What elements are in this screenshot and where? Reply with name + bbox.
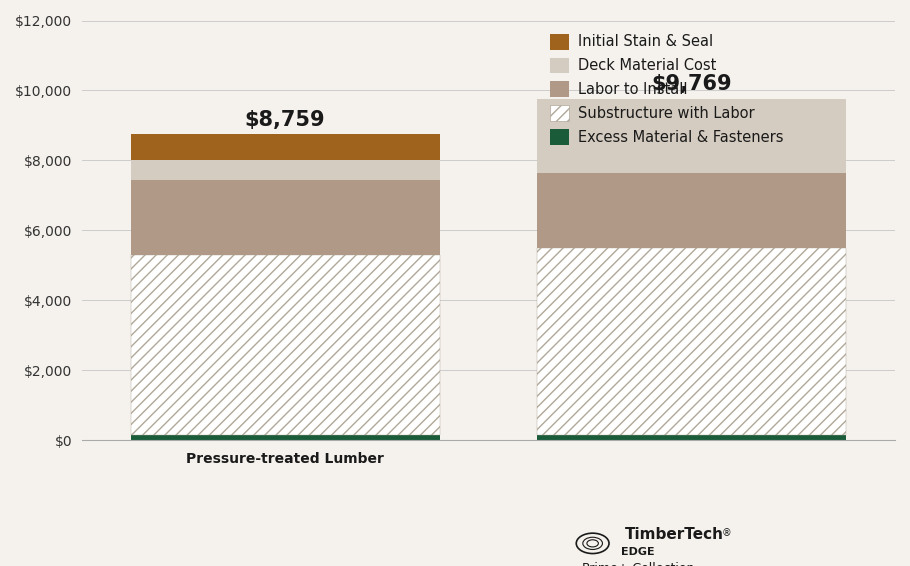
- Text: TimberTech: TimberTech: [624, 528, 723, 542]
- Legend: Initial Stain & Seal, Deck Material Cost, Labor to Install, Substructure with La: Initial Stain & Seal, Deck Material Cost…: [544, 28, 789, 151]
- Text: $9,769: $9,769: [652, 74, 732, 95]
- Text: EDGE: EDGE: [622, 547, 655, 557]
- Bar: [537, 98, 846, 173]
- Bar: [131, 255, 440, 435]
- Bar: [537, 435, 846, 440]
- Bar: [131, 134, 440, 160]
- Bar: [131, 179, 440, 255]
- Text: Prime+ Collection: Prime+ Collection: [582, 563, 694, 566]
- Bar: [131, 160, 440, 179]
- Text: ®: ®: [722, 528, 732, 538]
- Text: $8,759: $8,759: [245, 110, 326, 130]
- Bar: [537, 248, 846, 435]
- Bar: [537, 173, 846, 248]
- Bar: [131, 435, 440, 440]
